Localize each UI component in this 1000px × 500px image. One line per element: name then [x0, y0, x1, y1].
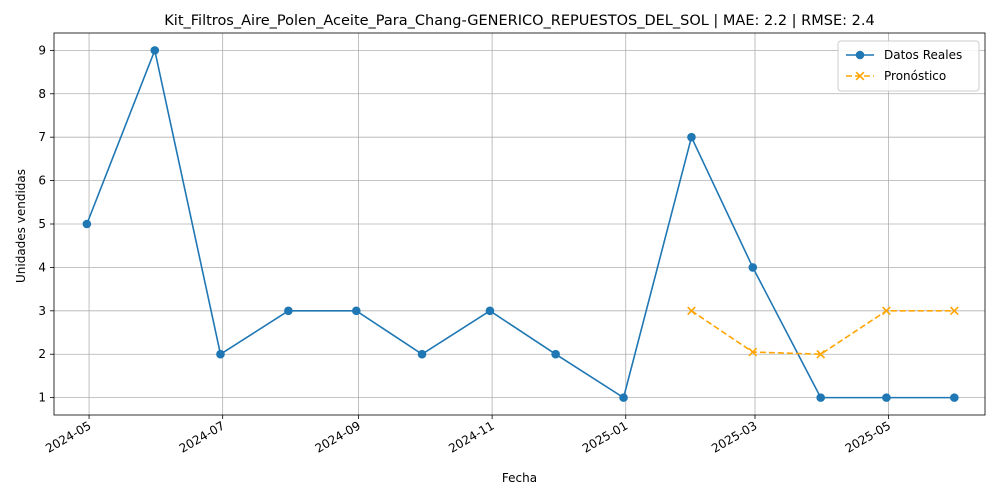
series-1-point [352, 306, 361, 316]
legend-box [837, 40, 980, 92]
y-tick-label: 9 [38, 43, 46, 57]
series-line-1 [86, 47, 955, 399]
series-1-point [748, 263, 758, 272]
legend-swatch-marker [855, 50, 865, 60]
series-2-point [687, 306, 696, 316]
x-tick-label: 2025-01 [580, 418, 630, 455]
series-line-2 [691, 310, 955, 356]
y-axis-label: Unidades vendidas [14, 169, 28, 283]
x-axis-label: Fecha [502, 471, 537, 485]
series-1-point [816, 393, 826, 402]
series-layer [82, 46, 959, 402]
x-tick-label: 2024-07 [177, 418, 227, 455]
legend-swatch-marker [855, 71, 865, 81]
x-tick-label: 2025-03 [709, 418, 759, 455]
y-tick-label: 6 [38, 174, 46, 188]
y-tick-label: 5 [38, 217, 46, 231]
y-tick-label: 3 [38, 304, 46, 318]
legend: Datos Reales Pronóstico [837, 40, 980, 92]
x-marker-stroke [855, 71, 865, 81]
series-1-point [619, 393, 628, 402]
series-1-point [417, 349, 427, 359]
series-2-point [949, 306, 959, 316]
x-tick-label: 2024-05 [43, 418, 93, 455]
series-1-point [882, 393, 891, 402]
series-1-point [284, 306, 293, 316]
y-tick-label: 1 [38, 391, 46, 405]
y-tick-label: 7 [38, 130, 46, 144]
y-tick-label: 8 [38, 87, 46, 101]
x-marker-stroke [687, 306, 696, 316]
series-1-point [551, 349, 560, 359]
series-1-point [216, 349, 225, 359]
series-1-point [950, 393, 959, 402]
grid-layer [54, 33, 985, 415]
legend-label: Pronóstico [884, 69, 946, 83]
x-tick-label: 2024-09 [313, 418, 363, 455]
x-marker-stroke [816, 349, 826, 359]
series-2-point [816, 349, 826, 359]
x-marker-stroke [748, 347, 758, 357]
x-marker-stroke [882, 306, 891, 316]
x-tick-label: 2025-05 [843, 418, 893, 455]
series-1-point [485, 306, 495, 316]
chart-title: Kit_Filtros_Aire_Polen_Aceite_Para_Chang… [164, 13, 874, 29]
series-2-point [748, 347, 758, 357]
x-tick-label: 2024-11 [446, 418, 496, 455]
y-tick-label: 4 [38, 260, 46, 274]
series-1-point [150, 46, 160, 55]
series-1-point [687, 132, 696, 142]
x-marker-stroke [949, 306, 959, 316]
series-2-point [882, 306, 891, 316]
legend-label: Datos Reales [884, 48, 962, 62]
y-tick-label: 2 [38, 347, 46, 361]
series-1-point [82, 219, 92, 229]
